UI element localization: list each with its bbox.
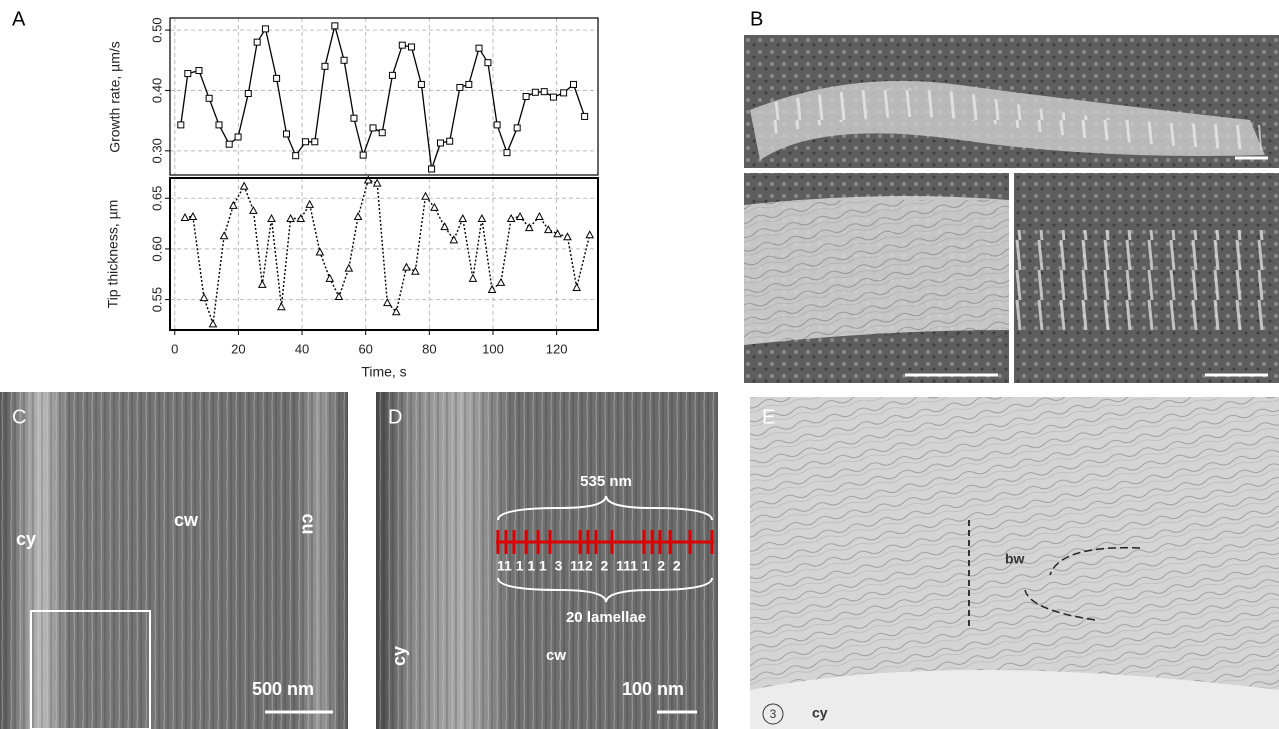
panel-label: E: [762, 406, 775, 428]
label: cy: [812, 705, 828, 721]
marker: [254, 39, 260, 45]
marker: [466, 81, 472, 87]
wall-texture: [744, 200, 1009, 340]
marker: [429, 166, 435, 172]
marker: [312, 139, 318, 145]
marker: [360, 152, 366, 158]
marker: [322, 63, 328, 69]
panel-c: C cy cw cu 500 nm: [0, 392, 348, 729]
marker: [447, 138, 453, 144]
marker: [541, 89, 547, 95]
x-tick-label: 80: [422, 341, 436, 356]
marker: [274, 75, 280, 81]
marker: [504, 150, 510, 156]
y-tick-label: 0.55: [149, 287, 164, 312]
y-tick-label: 0.30: [149, 138, 164, 163]
label: cy: [16, 529, 36, 549]
figure: A B C cy cw cu 500 nm D 535 nm 11 1 1 1 …: [0, 0, 1279, 729]
marker: [389, 72, 395, 78]
marker: [437, 140, 443, 146]
marker: [457, 84, 463, 90]
marker: [570, 81, 576, 87]
marker: [341, 57, 347, 63]
figure-number: 3: [770, 707, 777, 721]
y-tick-label: 0.50: [149, 17, 164, 42]
x-axis-label: Time, s: [361, 364, 406, 380]
x-tick-label: 40: [295, 341, 309, 356]
x-tick-label: 20: [231, 341, 245, 356]
marker: [303, 139, 309, 145]
marker: [206, 95, 212, 101]
marker: [399, 42, 405, 48]
y-tick-label: 0.60: [149, 236, 164, 261]
x-tick-label: 100: [482, 341, 504, 356]
panel-label: A: [12, 8, 26, 30]
marker: [476, 45, 482, 51]
marker: [185, 71, 191, 77]
y-tick-label: 0.40: [149, 78, 164, 103]
marker: [485, 60, 491, 66]
label: cw: [174, 510, 199, 530]
marker: [523, 94, 529, 100]
label: cy: [389, 646, 409, 666]
y-tick-label: 0.65: [149, 186, 164, 211]
marker: [351, 115, 357, 121]
span-label: 20 lamellae: [566, 609, 646, 626]
y-axis-label: Tip thickness, µm: [105, 200, 121, 309]
label: cu: [298, 513, 318, 534]
marker: [370, 125, 376, 131]
lamellae-counts: 11 1 1 1 3 112 2 111 1 2 2: [497, 558, 681, 574]
panel-d: D 535 nm 11 1 1 1 3 112 2 111 1 2 2 20 l…: [376, 392, 718, 729]
scale-label: 500 nm: [252, 679, 314, 699]
panel-label: B: [750, 8, 763, 30]
marker: [532, 89, 538, 95]
marker: [293, 153, 299, 159]
panel-e: E 3 bw cy: [750, 397, 1279, 729]
label: cw: [546, 647, 566, 664]
wall-texture: [1014, 230, 1279, 330]
marker: [283, 131, 289, 137]
panel-label: D: [388, 406, 402, 428]
marker: [550, 94, 556, 100]
marker: [582, 113, 588, 119]
panel-label: C: [12, 406, 26, 428]
x-tick-label: 0: [171, 341, 178, 356]
marker: [514, 125, 520, 131]
marker: [235, 134, 241, 140]
marker: [216, 122, 222, 128]
marker: [494, 122, 500, 128]
marker: [178, 122, 184, 128]
label: bw: [1005, 551, 1025, 567]
marker: [379, 130, 385, 136]
marker: [262, 26, 268, 32]
marker: [332, 23, 338, 29]
y-axis-label: Growth rate, µm/s: [107, 41, 123, 153]
x-tick-label: 60: [358, 341, 372, 356]
marker: [561, 90, 567, 96]
marker: [245, 90, 251, 96]
x-tick-label: 120: [546, 341, 568, 356]
marker: [196, 68, 202, 74]
marker: [418, 81, 424, 87]
scale-label: 100 nm: [622, 679, 684, 699]
span-label: 535 nm: [580, 473, 632, 490]
micrograph-texture: [750, 397, 1279, 697]
marker: [226, 141, 232, 147]
marker: [409, 44, 415, 50]
